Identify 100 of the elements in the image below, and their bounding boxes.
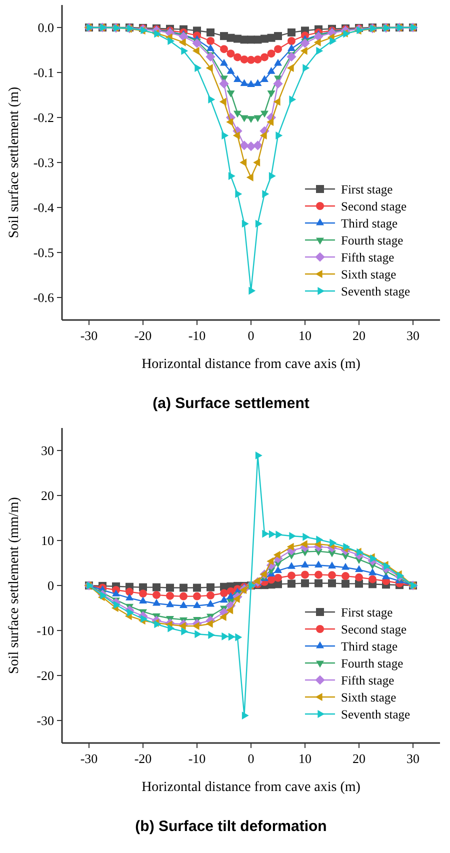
point [226,606,234,614]
legend-label: Second stage [341,199,408,214]
y-tick-label: -10 [36,623,54,638]
point [286,64,294,72]
point [181,46,188,55]
point [267,50,276,58]
point [288,580,296,588]
point [181,627,188,636]
point [222,632,229,640]
point [226,118,234,126]
point [126,594,134,600]
point [220,58,228,66]
x-tick-label: 10 [298,751,312,766]
point [208,96,216,104]
point [242,220,249,228]
point [274,566,282,573]
x-tick-label: 30 [406,751,420,766]
x-tick-label: 0 [248,328,254,343]
point [300,46,308,55]
point [235,190,242,198]
point [139,596,147,604]
point [254,115,262,122]
point [288,572,296,580]
point [126,588,134,596]
point [112,589,120,596]
point [286,52,296,62]
legend-label: Sixth stage [341,690,397,704]
point [276,132,283,140]
point [267,67,276,74]
point [166,584,174,592]
y-tick-label: -0.3 [33,155,54,170]
y-tick-label: -30 [36,713,54,728]
point [192,38,202,48]
point [273,550,280,559]
point [288,37,296,45]
point [300,38,310,48]
point [219,98,226,106]
point [219,613,226,621]
point [226,90,235,98]
point [260,110,268,118]
point [260,75,268,82]
point [242,712,249,720]
point [328,562,336,568]
legend-label: Third stage [341,639,398,654]
x-tick-label: 10 [298,328,312,343]
point [330,37,337,45]
point [168,37,175,45]
point [247,116,255,123]
point [140,614,148,623]
point [276,530,283,539]
y-tick-label: -0.5 [33,245,54,260]
point [180,584,188,592]
y-tick-label: -0.6 [33,290,54,306]
y-tick-label: 30 [41,443,54,458]
point [193,601,201,608]
point [178,622,186,630]
point [235,633,242,642]
point [253,158,260,166]
y-tick-label: 20 [41,488,54,504]
x-tick-label: -10 [188,751,206,766]
x-tick-label: 0 [248,751,254,766]
point [206,37,214,45]
point [206,28,214,36]
point [228,632,236,641]
point [255,220,262,228]
x-axis-title: Horizontal distance from cave axis (m) [142,357,361,372]
point [370,554,378,562]
x-axis-title: Horizontal distance from cave axis (m) [142,780,361,795]
point [314,560,322,568]
point [180,601,188,608]
point [343,30,350,38]
legend-label: Fifth stage [341,250,395,264]
point [316,536,324,544]
point [206,600,214,607]
point [114,600,121,609]
point [192,46,200,55]
point [260,132,267,140]
legend-label: Fourth stage [341,656,404,670]
point [228,172,236,180]
point [234,75,242,82]
point [240,158,247,166]
point [266,118,274,126]
point [180,592,188,600]
legend-label: Sixth stage [341,267,397,282]
point [288,562,296,569]
point [222,132,229,140]
point [289,96,296,104]
legend-label: Third stage [341,216,398,230]
point [192,622,200,630]
point [206,620,213,628]
point [356,548,364,556]
point [330,538,337,547]
point [154,30,162,38]
point [301,560,309,568]
y-tick-label: -0.2 [33,110,54,126]
point [194,64,202,72]
point [226,67,235,74]
y-tick-label: -20 [36,668,54,684]
point [368,575,376,584]
point [194,630,202,638]
